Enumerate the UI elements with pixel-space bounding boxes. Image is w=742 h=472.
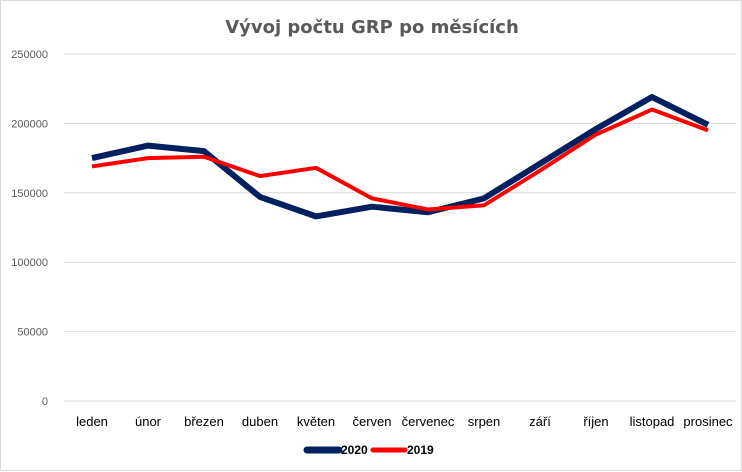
y-tick-label: 200000 [11, 118, 48, 130]
x-tick-label: srpen [468, 414, 501, 429]
x-tick-label: květen [297, 414, 335, 429]
series-line-2020 [91, 94, 710, 220]
x-tick-label: březen [184, 414, 224, 429]
x-tick-label: prosinec [683, 414, 733, 429]
x-tick-label: listopad [630, 414, 675, 429]
x-tick-label: září [529, 414, 551, 429]
x-tick-label: duben [242, 414, 278, 429]
y-tick-label: 250000 [11, 49, 48, 61]
x-tick-label: říjen [583, 414, 608, 429]
y-tick-label: 100000 [11, 257, 48, 269]
x-tick-label: únor [135, 414, 162, 429]
legend-label: 2019 [407, 443, 434, 457]
legend-label: 2020 [341, 443, 368, 457]
x-tick-label: červen [352, 414, 391, 429]
y-tick-label: 0 [42, 396, 48, 408]
y-tick-label: 150000 [11, 188, 48, 200]
series-line-2019 [91, 107, 709, 212]
x-tick-label: leden [76, 414, 108, 429]
chart-title: Vývoj počtu GRP po měsících [225, 17, 519, 38]
y-tick-label: 50000 [17, 327, 48, 339]
x-tick-label: červenec [402, 414, 455, 429]
